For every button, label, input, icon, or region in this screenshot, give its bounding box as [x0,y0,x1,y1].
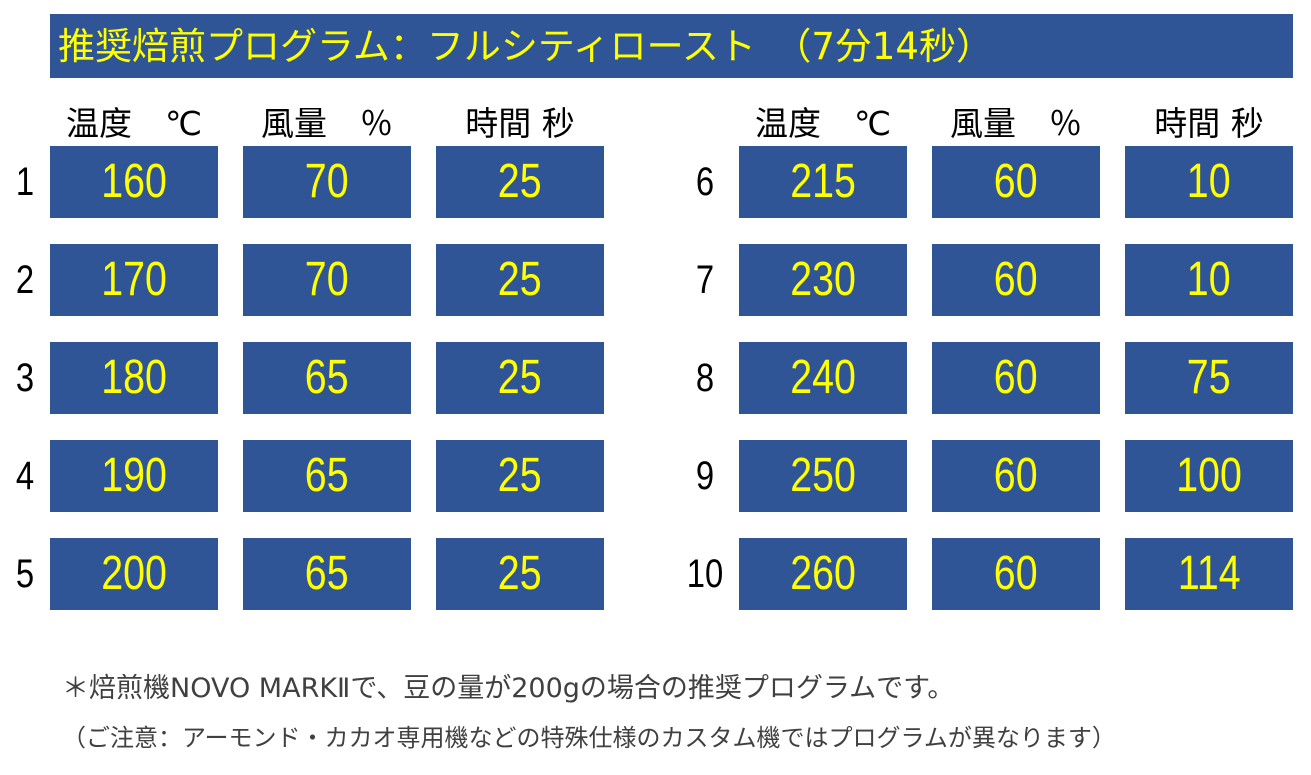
temperature-value: 200 [101,547,167,600]
airflow-cell: 65 [243,538,411,610]
step-number: 10 [686,552,724,596]
temperature-value: 240 [790,351,856,404]
step-number: 8 [695,356,715,400]
time-cell: 25 [436,538,604,610]
temperature-value: 260 [790,547,856,600]
temperature-value: 190 [101,449,167,502]
time-value: 25 [498,253,542,306]
temperature-cell: 240 [739,342,907,414]
temperature-cell: 180 [50,342,218,414]
time-value: 75 [1187,351,1231,404]
page-title: 推奨焙煎プログラム：フルシティロースト （7分14秒） [58,24,993,68]
temperature-value: 180 [101,351,167,404]
header-airflow-left: 風量 ％ [261,104,393,143]
temperature-cell: 215 [739,146,907,218]
title-bar: 推奨焙煎プログラム：フルシティロースト （7分14秒） [50,14,1293,78]
airflow-value: 70 [305,253,349,306]
time-cell: 114 [1125,538,1293,610]
time-value: 10 [1187,155,1231,208]
airflow-value: 65 [305,351,349,404]
time-value: 25 [498,351,542,404]
airflow-value: 65 [305,449,349,502]
temperature-value: 170 [101,253,167,306]
header-time-left: 時間 秒 [465,104,575,143]
airflow-cell: 60 [932,244,1100,316]
airflow-cell: 60 [932,146,1100,218]
time-value: 25 [498,155,542,208]
time-cell: 10 [1125,244,1293,316]
time-cell: 10 [1125,146,1293,218]
temperature-cell: 200 [50,538,218,610]
time-value: 25 [498,449,542,502]
time-cell: 100 [1125,440,1293,512]
temperature-value: 160 [101,155,167,208]
temperature-cell: 230 [739,244,907,316]
step-number: 3 [15,356,35,400]
time-value: 114 [1177,547,1241,600]
time-cell: 25 [436,244,604,316]
step-number: 5 [15,552,35,596]
airflow-cell: 65 [243,440,411,512]
header-temperature-left: 温度 ℃ [65,104,203,143]
time-value: 25 [498,547,542,600]
time-value: 10 [1187,253,1231,306]
temperature-cell: 160 [50,146,218,218]
step-number: 4 [15,454,35,498]
airflow-cell: 60 [932,538,1100,610]
step-number: 2 [15,258,35,302]
airflow-value: 60 [994,253,1038,306]
temperature-cell: 260 [739,538,907,610]
time-cell: 25 [436,146,604,218]
footnote-program-condition: ＊焙煎機NOVO MARKⅡで、豆の量が200gの場合の推奨プログラムです。 [62,673,955,704]
time-cell: 25 [436,440,604,512]
airflow-value: 60 [994,449,1038,502]
temperature-cell: 250 [739,440,907,512]
temperature-cell: 190 [50,440,218,512]
time-value: 100 [1176,449,1242,502]
airflow-value: 60 [994,547,1038,600]
step-number: 6 [695,160,715,204]
airflow-value: 65 [305,547,349,600]
step-number: 7 [695,258,715,302]
airflow-cell: 60 [932,440,1100,512]
airflow-cell: 65 [243,342,411,414]
airflow-cell: 70 [243,146,411,218]
airflow-value: 60 [994,155,1038,208]
temperature-value: 230 [790,253,856,306]
header-airflow-right: 風量 ％ [950,104,1082,143]
time-cell: 25 [436,342,604,414]
header-temperature-right: 温度 ℃ [754,104,892,143]
temperature-cell: 170 [50,244,218,316]
temperature-value: 215 [790,155,856,208]
time-cell: 75 [1125,342,1293,414]
airflow-value: 60 [994,351,1038,404]
step-number: 9 [695,454,715,498]
step-number: 1 [15,160,35,204]
footnote-custom-machine-caution: （ご注意：アーモンド・カカオ専用機などの特殊仕様のカスタム機ではプログラムが異な… [62,724,1116,752]
header-time-right: 時間 秒 [1154,104,1264,143]
airflow-cell: 60 [932,342,1100,414]
airflow-cell: 70 [243,244,411,316]
temperature-value: 250 [790,449,856,502]
airflow-value: 70 [305,155,349,208]
